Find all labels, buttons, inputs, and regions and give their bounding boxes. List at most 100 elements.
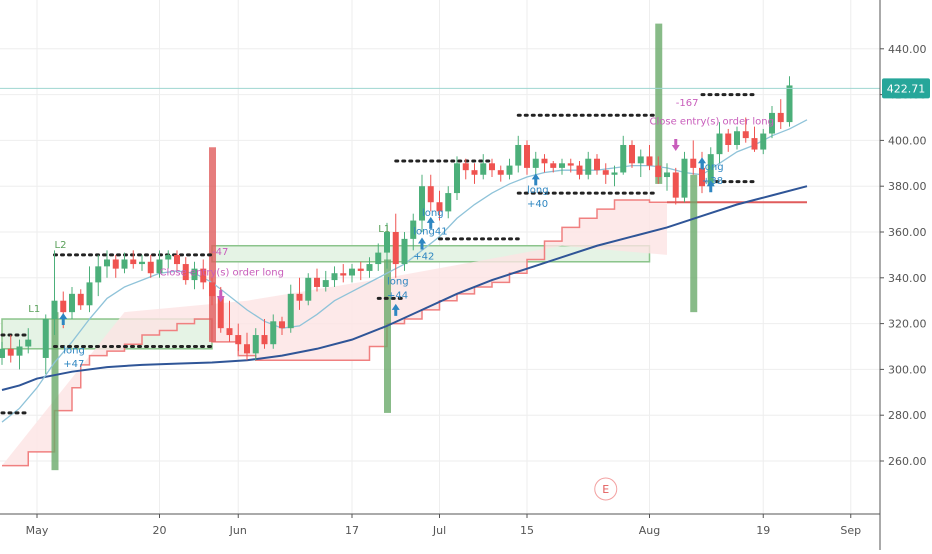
signal-label: long bbox=[63, 345, 85, 356]
signal-label: long bbox=[702, 162, 724, 173]
candle-body bbox=[182, 264, 189, 281]
candle-body bbox=[690, 158, 697, 168]
signal-label: +42 bbox=[413, 251, 434, 262]
arrow-up-icon bbox=[698, 157, 706, 170]
signal-label: -47 bbox=[212, 247, 228, 258]
arrow-up-icon bbox=[426, 216, 435, 229]
signal-bar bbox=[690, 174, 698, 313]
arrow-down-icon bbox=[671, 138, 680, 151]
candle-body bbox=[594, 158, 600, 171]
candle-body bbox=[209, 282, 215, 297]
y-tick-label: 440.00 bbox=[888, 43, 927, 56]
candle-body bbox=[541, 158, 548, 164]
candle-body bbox=[506, 165, 513, 175]
signal-label: L1 bbox=[378, 224, 390, 235]
candle-body bbox=[77, 293, 84, 306]
signal-label: +38 bbox=[702, 176, 723, 187]
candle-body bbox=[340, 273, 347, 276]
x-tick-label: 20 bbox=[153, 524, 167, 537]
ema_long-line bbox=[1, 185, 808, 391]
y-tick-label: 360.00 bbox=[888, 226, 927, 239]
x-tick-label: Jul bbox=[432, 524, 446, 537]
candle-body bbox=[392, 232, 399, 265]
candle-body bbox=[112, 259, 119, 269]
candle-body bbox=[716, 133, 723, 155]
candle-body bbox=[147, 261, 154, 274]
x-tick-label: Jun bbox=[229, 524, 247, 537]
x-tick-label: 15 bbox=[520, 524, 534, 537]
candle-body bbox=[777, 112, 784, 123]
candle-body bbox=[602, 170, 609, 175]
signal-bar bbox=[51, 312, 59, 471]
y-tick-label: 340.00 bbox=[888, 272, 927, 285]
candle-body bbox=[646, 156, 653, 166]
candle-body bbox=[664, 172, 670, 178]
candle-body bbox=[322, 280, 329, 287]
candle-body bbox=[524, 144, 530, 168]
candle-body bbox=[410, 220, 417, 239]
candle-body bbox=[480, 163, 487, 175]
candle-body bbox=[384, 232, 390, 253]
candle-body bbox=[305, 277, 312, 301]
candle-body bbox=[454, 163, 460, 194]
candle-body bbox=[191, 268, 198, 281]
candle-body bbox=[769, 112, 775, 134]
candle-body bbox=[261, 335, 268, 345]
candle-body bbox=[217, 296, 224, 329]
candle-body bbox=[655, 165, 662, 178]
x-tick-label: Sep bbox=[840, 524, 861, 537]
candle-body bbox=[69, 293, 75, 313]
candle-body bbox=[349, 268, 355, 276]
earnings-marker bbox=[594, 477, 618, 501]
candle-body bbox=[60, 300, 67, 313]
y-tick-label: 280.00 bbox=[888, 409, 927, 422]
candle-body bbox=[226, 328, 233, 336]
candle-body bbox=[16, 346, 23, 356]
arrow-up-icon bbox=[418, 237, 426, 250]
candle-body bbox=[7, 348, 14, 356]
candle-body bbox=[699, 167, 705, 187]
candle-body bbox=[462, 163, 469, 171]
signal-bar bbox=[384, 259, 391, 413]
candle-body bbox=[681, 158, 688, 198]
candle-body bbox=[174, 254, 180, 265]
candle-body bbox=[760, 133, 767, 150]
stop-area bbox=[2, 199, 667, 466]
candle-body bbox=[0, 348, 5, 358]
candle-body bbox=[576, 165, 583, 175]
trailing-stop-line bbox=[2, 199, 667, 467]
y-tick-label: 400.00 bbox=[888, 134, 927, 147]
candle-body bbox=[121, 259, 128, 269]
y-tick-label: 320.00 bbox=[888, 318, 927, 331]
candle-body bbox=[296, 293, 303, 301]
candle-body bbox=[532, 158, 539, 168]
candle-body bbox=[51, 300, 58, 320]
earnings-label: E bbox=[602, 483, 609, 496]
x-tick-label: 17 bbox=[345, 524, 359, 537]
signal-label: L2 bbox=[55, 240, 67, 251]
candle-body bbox=[620, 144, 627, 173]
candle-body bbox=[252, 335, 259, 354]
candle-body bbox=[637, 156, 644, 164]
x-tick-label: May bbox=[26, 524, 49, 537]
y-tick-label: 300.00 bbox=[888, 363, 927, 376]
y-tick-label: 380.00 bbox=[888, 180, 927, 193]
last-price-label: 422.71 bbox=[887, 82, 926, 95]
candle-body bbox=[95, 266, 102, 283]
candle-body bbox=[86, 282, 93, 306]
candle-body bbox=[611, 172, 618, 175]
candle-body bbox=[734, 131, 740, 145]
candle-body bbox=[130, 259, 137, 265]
candle-body bbox=[419, 186, 425, 221]
signal-bar bbox=[209, 147, 216, 342]
signal-bar bbox=[655, 23, 663, 184]
candle-body bbox=[25, 339, 32, 347]
signal-label: -167 bbox=[676, 98, 699, 109]
last-price-badge bbox=[882, 78, 930, 99]
x-tick-label: 19 bbox=[756, 524, 770, 537]
signal-label: L1 bbox=[28, 304, 40, 315]
candle-body bbox=[672, 172, 679, 198]
candle-body bbox=[515, 144, 522, 166]
